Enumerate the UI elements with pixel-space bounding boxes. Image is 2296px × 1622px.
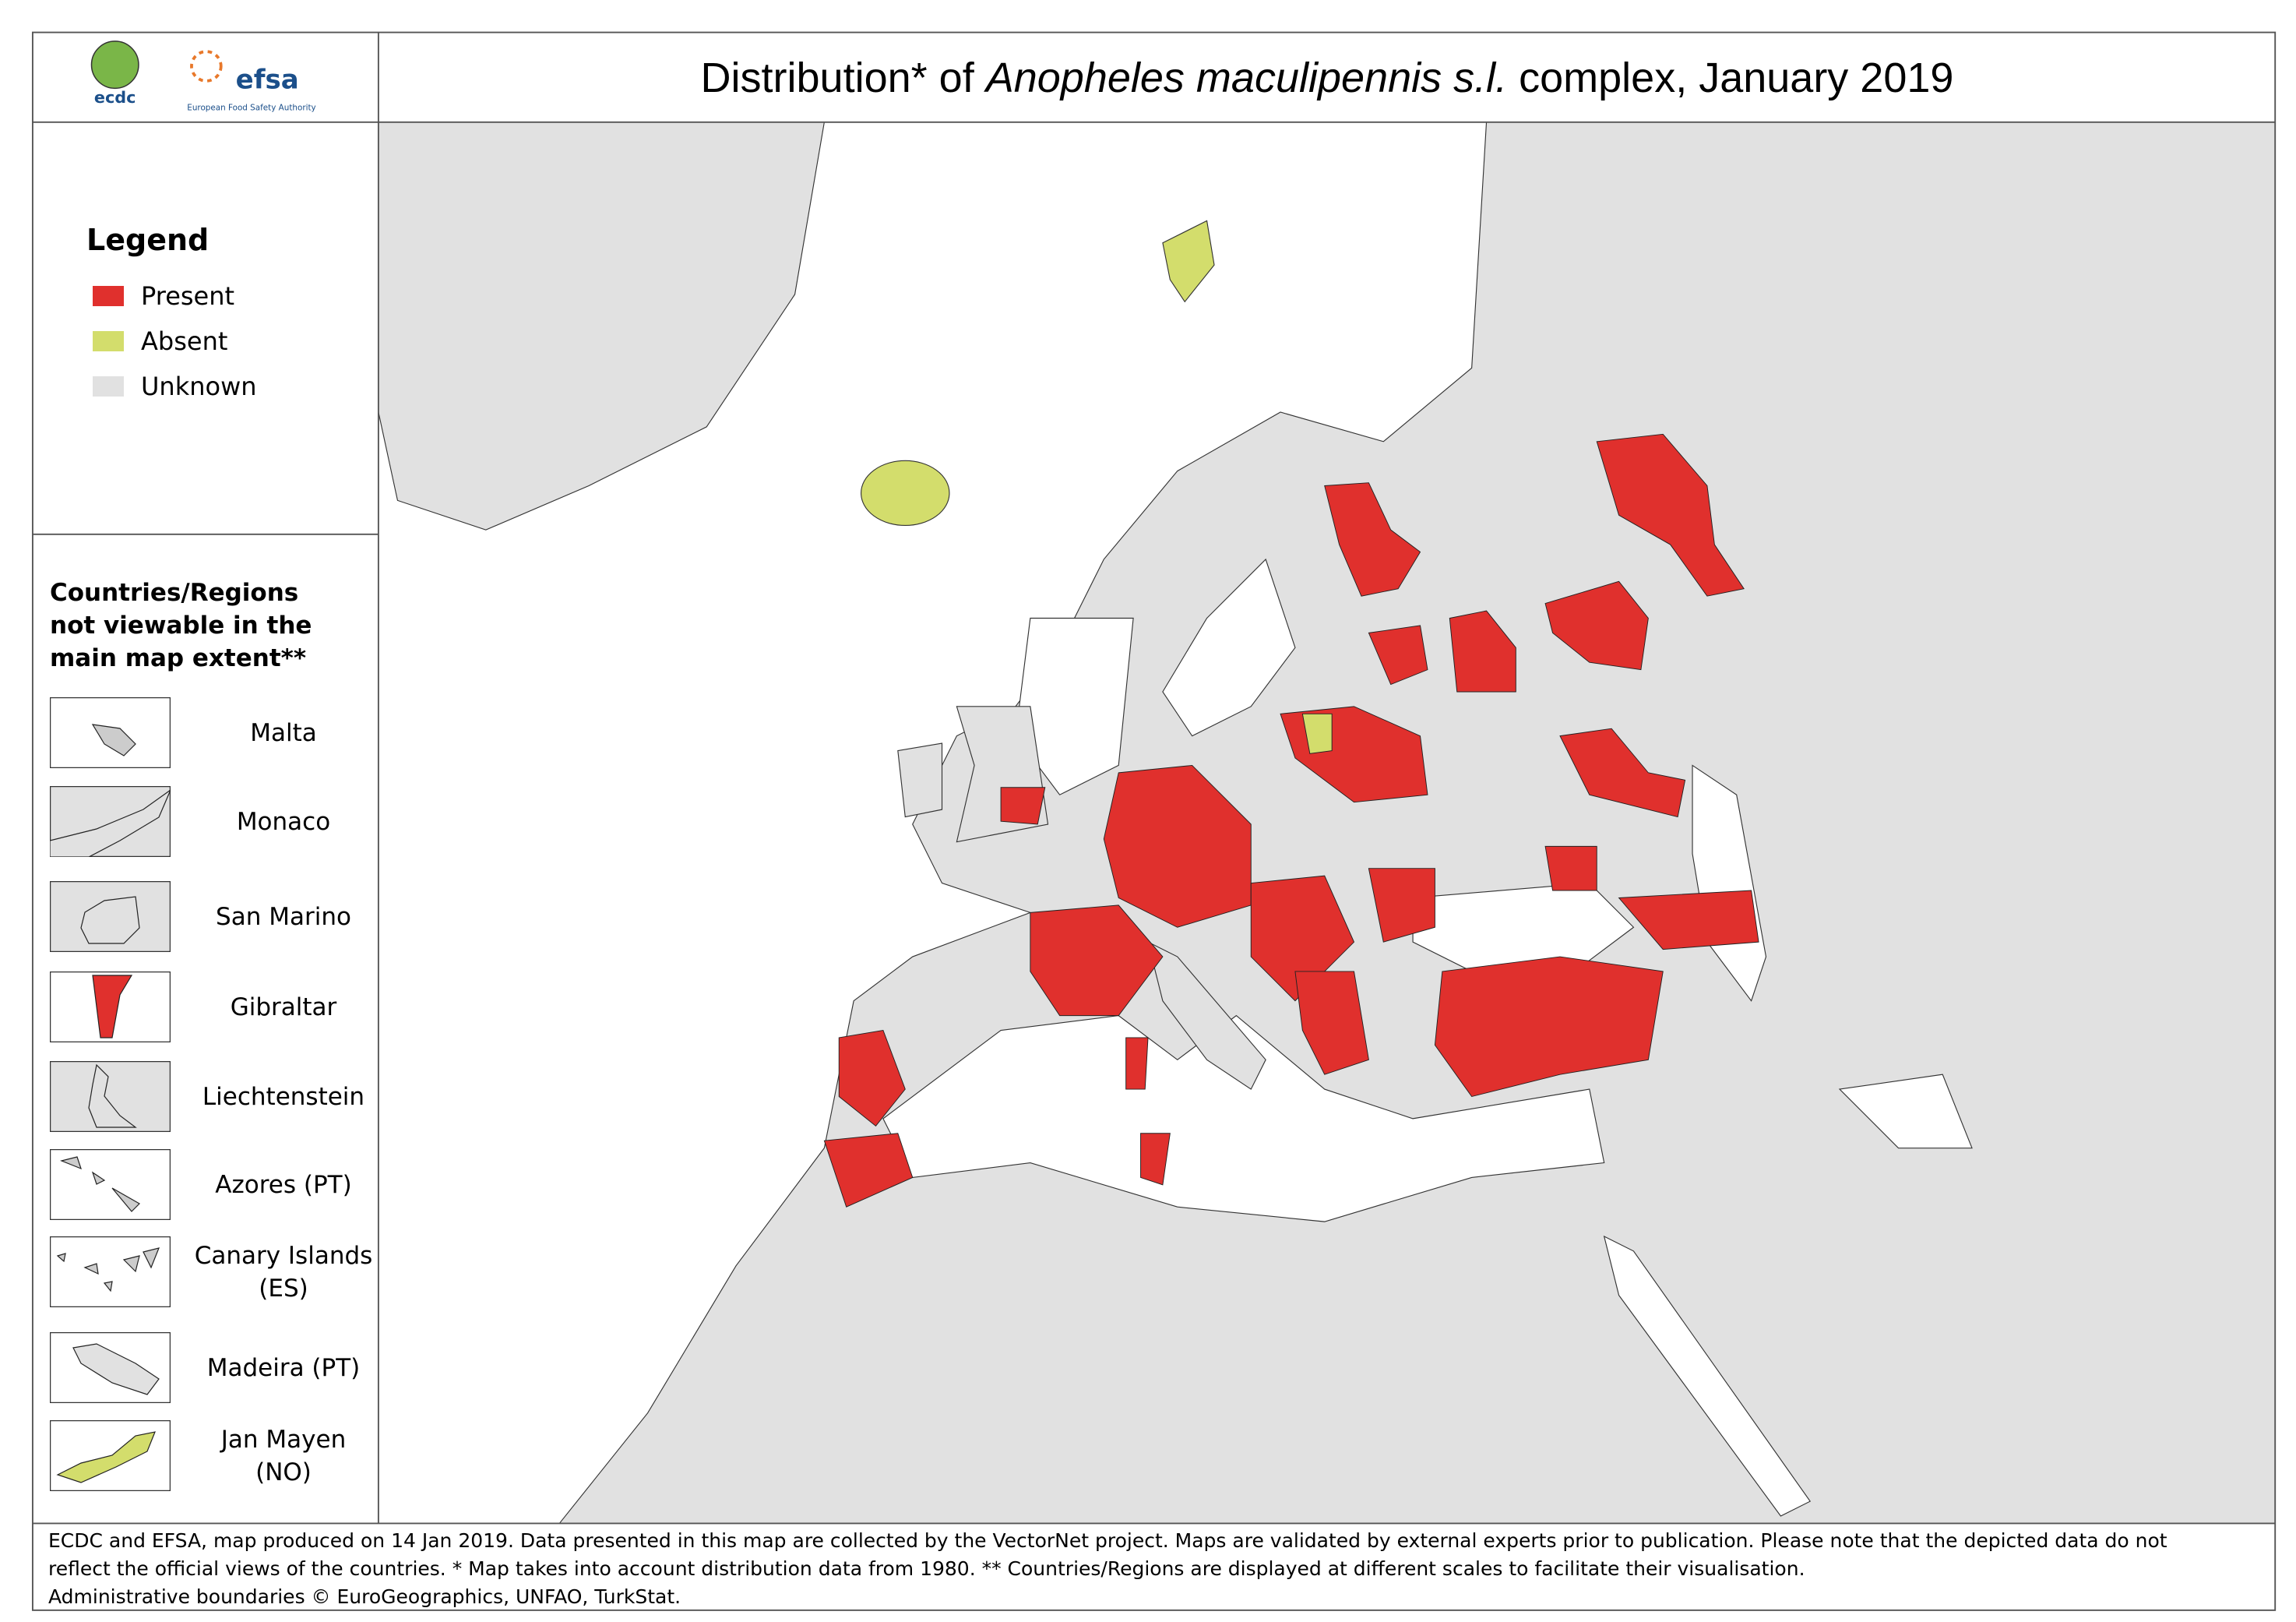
inset-map xyxy=(50,881,171,952)
footer: ECDC and EFSA, map produced on 14 Jan 20… xyxy=(48,1527,2229,1611)
footer-note: ECDC and EFSA, map produced on 14 Jan 20… xyxy=(48,1529,2167,1580)
ecdc-logo: ecdc xyxy=(94,88,136,107)
inset-row: Azores (PT) xyxy=(50,1149,377,1220)
inset-map xyxy=(50,786,171,857)
inset-label: Gibraltar xyxy=(230,993,337,1021)
legend-label: Unknown xyxy=(141,372,257,401)
region xyxy=(1434,956,1664,1098)
inset-label: Madeira (PT) xyxy=(206,1353,361,1382)
inset-row: Monaco xyxy=(50,786,377,857)
legend-label: Absent xyxy=(141,326,228,356)
region xyxy=(1368,868,1435,943)
persian-gulf xyxy=(1838,1074,1973,1149)
efsa-logo: efsa xyxy=(236,64,299,95)
inset-row: Malta xyxy=(50,697,377,768)
region xyxy=(1368,625,1428,686)
title: Distribution* of Anopheles maculipennis … xyxy=(379,33,2276,122)
inset-row: Madeira (PT) xyxy=(50,1332,377,1403)
red-sea xyxy=(1603,1235,1812,1517)
region xyxy=(823,1133,914,1208)
inset-map xyxy=(50,1061,171,1132)
insets-heading: Countries/Regions not viewable in the ma… xyxy=(50,579,312,672)
region xyxy=(1294,971,1369,1075)
inset-map xyxy=(50,1149,171,1220)
inset-label: Jan Mayen (NO) xyxy=(220,1425,347,1486)
region xyxy=(1559,728,1686,818)
inset-row: Liechtenstein xyxy=(50,1061,377,1132)
greenland xyxy=(378,122,825,531)
footer-credits: Administrative boundaries © EuroGeograph… xyxy=(48,1585,681,1608)
logos: ecdc efsa European Food Safety Authority xyxy=(90,41,316,113)
title-suffix: complex, January 2019 xyxy=(1507,54,1954,101)
inset-map xyxy=(50,971,171,1042)
region xyxy=(1000,787,1046,825)
present-regions xyxy=(823,433,1759,1208)
inset-row: Canary Islands (ES) xyxy=(50,1236,377,1307)
region xyxy=(838,1029,906,1127)
legend-swatch xyxy=(93,376,124,397)
inset-row: San Marino xyxy=(50,881,377,952)
legend-swatch xyxy=(93,331,124,351)
atlantic xyxy=(378,122,1488,1524)
region xyxy=(1544,845,1597,891)
title-species: Anopheles maculipennis s.l. xyxy=(985,54,1508,101)
region xyxy=(1103,764,1252,928)
mediterranean xyxy=(882,1014,1605,1222)
inset-label: Liechtenstein xyxy=(202,1082,365,1111)
title-prefix: Distribution* of xyxy=(700,54,986,101)
region xyxy=(1125,1037,1149,1090)
legend-heading: Legend xyxy=(86,223,210,257)
inset-map xyxy=(50,697,171,768)
frame xyxy=(31,31,2277,1611)
efsa-tagline: European Food Safety Authority xyxy=(187,104,315,113)
inset-map xyxy=(50,1236,171,1307)
absent-region xyxy=(1301,713,1333,754)
baltic-sea xyxy=(1162,558,1296,737)
italy xyxy=(1147,941,1266,1090)
region xyxy=(1618,890,1759,950)
region xyxy=(1544,580,1649,671)
inset-row: Jan Mayen (NO) xyxy=(50,1420,377,1491)
region xyxy=(1324,482,1421,597)
legend-swatch xyxy=(93,286,124,306)
legend-label: Present xyxy=(141,281,235,311)
inset-label: Monaco xyxy=(236,807,331,836)
svalbard xyxy=(1162,220,1215,303)
ireland xyxy=(897,742,943,818)
inset-label: Malta xyxy=(250,718,317,747)
region xyxy=(1030,904,1164,1017)
inset-label: Canary Islands (ES) xyxy=(194,1241,373,1303)
inset-label: San Marino xyxy=(216,902,351,931)
iceland xyxy=(861,460,950,527)
inset-label: Azores (PT) xyxy=(215,1170,352,1199)
region xyxy=(1449,610,1516,693)
map-body xyxy=(378,122,2276,1524)
region xyxy=(1140,1133,1171,1186)
region xyxy=(1596,433,1745,597)
inset-map xyxy=(50,1332,171,1403)
inset-row: Gibraltar xyxy=(50,971,377,1042)
inset-map xyxy=(50,1420,171,1491)
